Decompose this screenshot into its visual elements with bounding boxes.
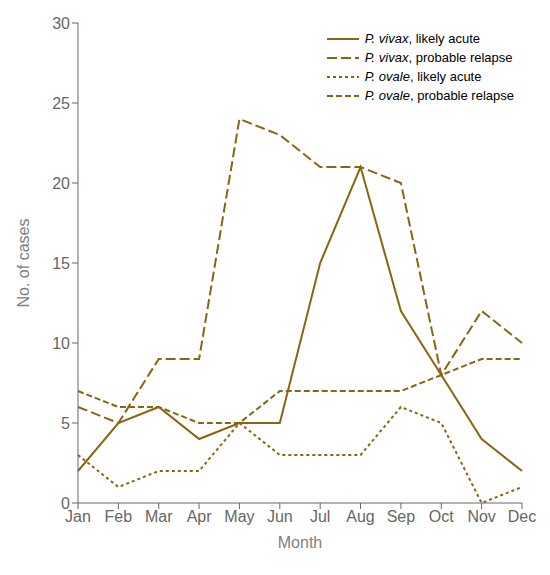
svg-text:Dec: Dec <box>508 508 536 525</box>
svg-text:Jul: Jul <box>310 508 330 525</box>
svg-text:10: 10 <box>52 335 70 352</box>
svg-text:Month: Month <box>278 534 322 551</box>
html-text:P. vivax, probable relapse: P. vivax, probable relapse <box>364 50 513 65</box>
svg-text:5: 5 <box>61 415 70 432</box>
svg-text:0: 0 <box>61 495 70 512</box>
svg-text:Apr: Apr <box>187 508 213 525</box>
svg-text:No. of cases: No. of cases <box>15 219 32 308</box>
svg-text:15: 15 <box>52 255 70 272</box>
svg-text:Nov: Nov <box>467 508 495 525</box>
svg-text:Feb: Feb <box>105 508 133 525</box>
html-text:P. vivax, likely acute: P. vivax, likely acute <box>364 31 480 46</box>
svg-text:May: May <box>224 508 254 525</box>
svg-text:Mar: Mar <box>145 508 173 525</box>
svg-text:Jan: Jan <box>65 508 91 526</box>
svg-text:Sep: Sep <box>387 508 416 525</box>
svg-text:Aug: Aug <box>346 508 374 525</box>
html-text:P. ovale, likely acute: P. ovale, likely acute <box>364 69 482 84</box>
svg-text:25: 25 <box>52 95 70 112</box>
svg-text:Jun: Jun <box>267 508 293 525</box>
svg-text:30: 30 <box>52 15 70 32</box>
svg-text:Oct: Oct <box>429 508 454 525</box>
html-text:P. ovale, probable relapse: P. ovale, probable relapse <box>364 88 514 103</box>
svg-text:20: 20 <box>52 175 70 192</box>
